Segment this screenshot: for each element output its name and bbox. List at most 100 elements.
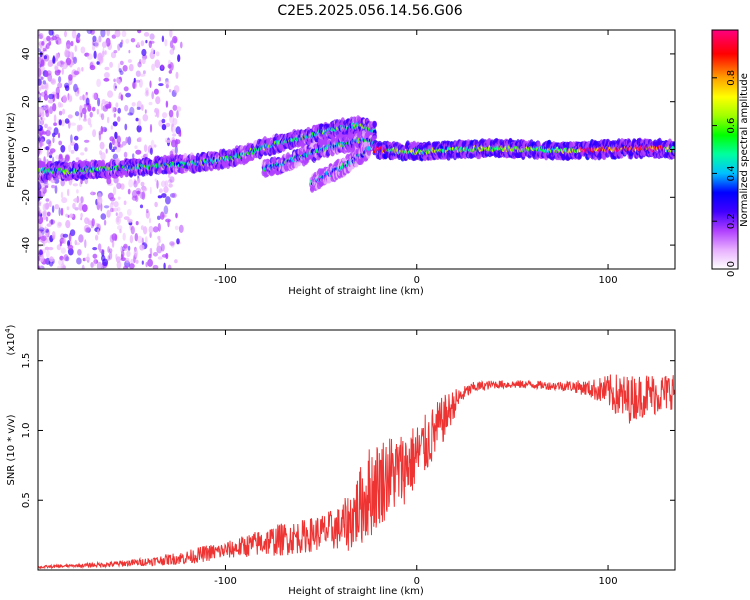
spectrogram-noise-cell	[60, 179, 65, 187]
spectrogram-noise-cell	[60, 263, 66, 269]
spectrogram-noise-cell	[128, 179, 134, 188]
spectrogram-noise-cell	[145, 262, 148, 268]
spectrogram-noise-cell	[76, 189, 79, 194]
spectrogram-noise-cell	[57, 132, 61, 139]
spectrogram-noise-cell	[65, 154, 70, 162]
spectrogram-noise-cell	[152, 112, 156, 116]
spectrogram-noise-cell	[86, 253, 90, 261]
spectrogram-noise-cell	[84, 217, 90, 225]
spectrogram-noise-cell	[116, 135, 122, 144]
spectrogram-noise-cell	[65, 213, 69, 218]
spectrogram-noise-cell	[68, 144, 72, 153]
spectrogram-noise-cell	[123, 151, 128, 158]
spectrogram-noise-cell	[101, 265, 104, 269]
spectrogram-noise-cell	[56, 53, 60, 59]
spectrogram-noise-cell	[38, 265, 41, 269]
spectrogram-noise-cell	[163, 262, 166, 269]
spectrogram-noise-cell	[113, 82, 117, 92]
spectrogram-noise-cell	[90, 262, 94, 268]
spectrogram-noise-cell	[49, 256, 54, 263]
spectrogram-noise-cell	[60, 191, 64, 199]
spectrogram-noise-cell	[74, 207, 79, 211]
spectrogram-noise-cell	[80, 46, 86, 54]
spectrogram-noise-cell	[148, 217, 152, 224]
spectrogram-noise-cell	[56, 69, 62, 74]
spectrogram-noise-cell	[94, 39, 99, 48]
spectrogram-noise-cell	[123, 265, 128, 269]
spectrogram-noise-cell	[97, 196, 103, 206]
spectrogram-noise-cell	[67, 114, 73, 119]
spectrogram-noise-cell	[38, 202, 41, 207]
spectrogram-noise-cell	[109, 234, 114, 243]
spectrogram-noise-cell	[156, 242, 160, 249]
spectrogram-noise-cell	[151, 91, 154, 100]
spectrogram-noise-cell	[114, 30, 121, 38]
spectrogram-noise-cell	[76, 124, 81, 132]
spectrogram-noise-cell	[161, 193, 167, 198]
spectrogram-noise-cell	[48, 140, 52, 147]
spectrogram-noise-cell	[67, 94, 73, 103]
spectrogram-noise-cell	[45, 146, 50, 151]
spectrogram-noise-cell	[169, 49, 175, 55]
spectrogram-noise-cell	[73, 135, 79, 141]
spectrogram-noise-cell	[172, 35, 178, 44]
spectrogram-noise-cell	[98, 35, 102, 43]
spectrogram-noise-cell	[50, 219, 54, 225]
spectrogram-noise-cell	[141, 57, 146, 65]
spectrogram-noise-cell	[99, 249, 105, 254]
spectrogram-noise-cell	[148, 253, 152, 259]
spectrogram-noise-cell	[81, 107, 87, 115]
spectrogram-noise-cell	[165, 252, 169, 260]
spectrogram-noise-cell	[161, 118, 166, 124]
spectrogram-noise-cell	[45, 129, 51, 137]
spectrogram-noise-cell	[42, 203, 47, 212]
spectrogram-noise-cell	[167, 264, 172, 269]
spectrogram-noise-cell	[38, 124, 41, 130]
spectrogram-noise-cell	[112, 153, 119, 160]
spectrogram-noise-cell	[115, 253, 118, 260]
spectrogram-noise-cell	[71, 56, 77, 63]
spectrogram-noise-cell	[38, 255, 41, 262]
spectrogram-noise-cell	[142, 70, 146, 75]
spectrogram-noise-cell	[58, 207, 61, 217]
spectrogram-noise-cell	[39, 33, 44, 40]
spectrogram-noise-cell	[74, 111, 80, 117]
spectrogram-noise-cell	[129, 106, 135, 116]
spectrogram-noise-cell	[99, 141, 105, 150]
spectrogram-noise-cell	[136, 125, 142, 133]
spectrogram-noise-cell	[154, 178, 157, 182]
spectrogram-noise-cell	[171, 192, 177, 199]
spectrogram-noise-cell	[104, 50, 107, 55]
spectrogram-noise-cell	[58, 76, 62, 83]
spectrogram-noise-cell	[87, 117, 92, 126]
spectrogram-noise-cell	[70, 149, 75, 154]
spectrogram-noise-cell	[81, 204, 88, 213]
spectrogram-noise-cell	[96, 108, 100, 115]
spectrogram-heat-layer	[38, 30, 675, 269]
spectrogram-noise-cell	[127, 136, 132, 146]
spectrogram-noise-cell	[152, 264, 159, 269]
spectrogram-noise-cell	[85, 97, 90, 106]
spectrogram-noise-cell	[128, 263, 135, 269]
spectrogram-noise-cell	[119, 60, 124, 66]
spectrogram-noise-cell	[62, 94, 67, 104]
spectrogram-noise-cell	[103, 205, 110, 209]
spectrogram-noise-cell	[67, 188, 70, 197]
spectrogram-noise-cell	[121, 30, 127, 37]
spectrogram-noise-cell	[172, 104, 178, 111]
spectrogram-noise-cell	[56, 221, 62, 229]
spectrogram-noise-cell	[165, 196, 171, 205]
spectrogram-noise-cell	[92, 253, 98, 259]
spectrogram-noise-cell	[40, 58, 46, 67]
spectrogram-noise-cell	[68, 74, 73, 81]
spectrogram-noise-cell	[91, 190, 94, 196]
spectrogram-noise-cell	[130, 38, 136, 43]
spectrogram-noise-cell	[113, 186, 117, 196]
spectrogram-noise-cell	[143, 226, 148, 235]
spectrogram-noise-cell	[124, 104, 129, 112]
spectrogram-noise-cell	[63, 237, 66, 244]
spectrogram-noise-cell	[64, 118, 70, 124]
spectrogram-noise-cell	[115, 85, 117, 89]
spectrogram-noise-cell	[100, 152, 106, 161]
